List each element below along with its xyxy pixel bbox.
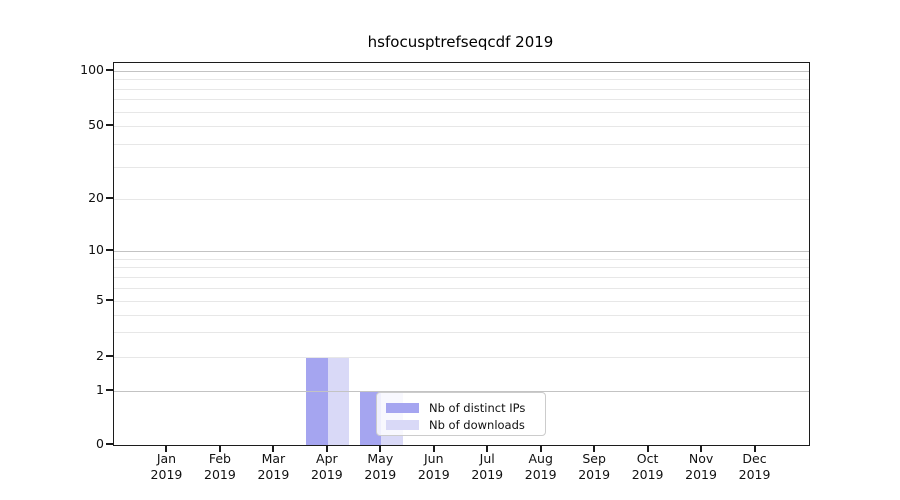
y-tick-5 bbox=[106, 299, 113, 301]
x-tick-nov bbox=[700, 445, 703, 452]
x-tick-year: 2019 bbox=[631, 467, 664, 482]
y-tick-0 bbox=[106, 443, 113, 445]
x-tick-jul bbox=[486, 445, 489, 452]
y-tick-label-20: 20 bbox=[88, 190, 104, 205]
x-tick-month: Jul bbox=[479, 451, 495, 466]
gridline-minor-8 bbox=[114, 267, 809, 269]
y-tick-label-1: 1 bbox=[96, 382, 104, 397]
y-tick-label-0: 0 bbox=[96, 436, 104, 451]
gridline-minor-50 bbox=[114, 126, 809, 127]
x-tick-year: 2019 bbox=[364, 467, 397, 482]
gridline-minor-9 bbox=[114, 258, 809, 260]
x-tick-label-nov: Nov 2019 bbox=[669, 451, 733, 483]
x-tick-feb bbox=[218, 445, 221, 452]
x-tick-dec bbox=[753, 445, 756, 452]
y-tick-50 bbox=[106, 124, 113, 126]
legend-item-downloads: Nb of downloads bbox=[386, 416, 537, 433]
gridline-minor-60 bbox=[114, 111, 809, 113]
x-tick-label-jun: Jun 2019 bbox=[402, 451, 466, 483]
bar-distinct-ips-apr bbox=[306, 357, 328, 445]
x-tick-jan bbox=[165, 445, 168, 452]
gridline-minor-90 bbox=[114, 79, 809, 81]
x-tick-month: Aug bbox=[528, 451, 553, 466]
x-tick-label-sep: Sep 2019 bbox=[562, 451, 626, 483]
gridline-major-100 bbox=[114, 71, 809, 72]
legend-item-distinct-ips: Nb of distinct IPs bbox=[386, 399, 537, 416]
legend-label-distinct-ips: Nb of distinct IPs bbox=[429, 400, 526, 415]
gridline-minor-2 bbox=[114, 357, 809, 358]
x-tick-month: Nov bbox=[688, 451, 714, 466]
y-tick-2 bbox=[106, 355, 113, 357]
x-tick-year: 2019 bbox=[738, 467, 771, 482]
gridline-minor-20 bbox=[114, 199, 809, 200]
y-tick-label-2: 2 bbox=[96, 348, 104, 363]
x-tick-month: Jun bbox=[424, 451, 444, 466]
x-tick-label-apr: Apr 2019 bbox=[295, 451, 359, 483]
x-tick-sep bbox=[593, 445, 596, 452]
gridline-minor-7 bbox=[114, 276, 809, 278]
gridline-minor-70 bbox=[114, 99, 809, 101]
x-tick-month: Oct bbox=[636, 451, 659, 466]
x-tick-label-dec: Dec 2019 bbox=[723, 451, 787, 483]
x-tick-year: 2019 bbox=[150, 467, 183, 482]
x-tick-label-jan: Jan 2019 bbox=[134, 451, 198, 483]
plot-area bbox=[113, 62, 810, 446]
x-tick-month: Apr bbox=[316, 451, 338, 466]
x-tick-month: Mar bbox=[261, 451, 286, 466]
bar-downloads-apr bbox=[327, 357, 350, 445]
chart-title: hsfocusptrefseqcdf 2019 bbox=[367, 33, 554, 51]
y-tick-10 bbox=[106, 249, 113, 251]
x-tick-jun bbox=[432, 445, 435, 452]
x-tick-month: Jan bbox=[156, 451, 177, 466]
x-tick-label-mar: Mar 2019 bbox=[241, 451, 305, 483]
x-tick-month: Sep bbox=[582, 451, 606, 466]
x-tick-year: 2019 bbox=[257, 467, 290, 482]
x-tick-month: Feb bbox=[208, 451, 231, 466]
gridline-major-10 bbox=[114, 251, 809, 252]
gridline-minor-4 bbox=[114, 314, 809, 316]
x-tick-year: 2019 bbox=[524, 467, 557, 482]
legend-label-downloads: Nb of downloads bbox=[429, 417, 525, 432]
y-tick-20 bbox=[106, 197, 113, 199]
gridline-minor-6 bbox=[114, 287, 809, 289]
x-tick-label-feb: Feb 2019 bbox=[188, 451, 252, 483]
gridline-minor-5 bbox=[114, 301, 809, 302]
x-tick-year: 2019 bbox=[204, 467, 236, 482]
x-tick-mar bbox=[272, 445, 275, 452]
y-tick-label-50: 50 bbox=[88, 117, 104, 132]
x-tick-aug bbox=[539, 445, 542, 452]
gridline-minor-3 bbox=[114, 332, 809, 334]
x-tick-month: Dec bbox=[742, 451, 767, 466]
y-tick-1 bbox=[106, 389, 113, 391]
x-tick-may bbox=[379, 445, 382, 452]
x-tick-oct bbox=[646, 445, 649, 452]
x-tick-month: May bbox=[367, 451, 394, 466]
x-tick-year: 2019 bbox=[685, 467, 717, 482]
gridline-major-1 bbox=[114, 391, 809, 392]
y-tick-label-5: 5 bbox=[96, 292, 104, 307]
x-tick-year: 2019 bbox=[310, 467, 343, 482]
y-tick-100 bbox=[106, 69, 113, 71]
gridline-minor-40 bbox=[114, 143, 809, 145]
x-tick-label-may: May 2019 bbox=[348, 451, 412, 483]
x-tick-label-oct: Oct 2019 bbox=[616, 451, 680, 483]
gridline-minor-80 bbox=[114, 88, 809, 90]
legend-swatch-distinct-ips bbox=[386, 402, 419, 413]
y-tick-label-10: 10 bbox=[88, 242, 104, 257]
x-tick-year: 2019 bbox=[471, 467, 504, 482]
legend: Nb of distinct IPs Nb of downloads bbox=[376, 392, 546, 436]
y-tick-label-100: 100 bbox=[80, 62, 104, 77]
legend-swatch-downloads bbox=[386, 419, 419, 430]
x-tick-apr bbox=[325, 445, 328, 452]
x-tick-year: 2019 bbox=[417, 467, 450, 482]
x-tick-label-jul: Jul 2019 bbox=[455, 451, 519, 483]
x-tick-year: 2019 bbox=[578, 467, 611, 482]
bar-distinct-ips-may bbox=[359, 391, 382, 445]
gridline-minor-30 bbox=[114, 166, 809, 168]
x-tick-label-aug: Aug 2019 bbox=[509, 451, 573, 483]
